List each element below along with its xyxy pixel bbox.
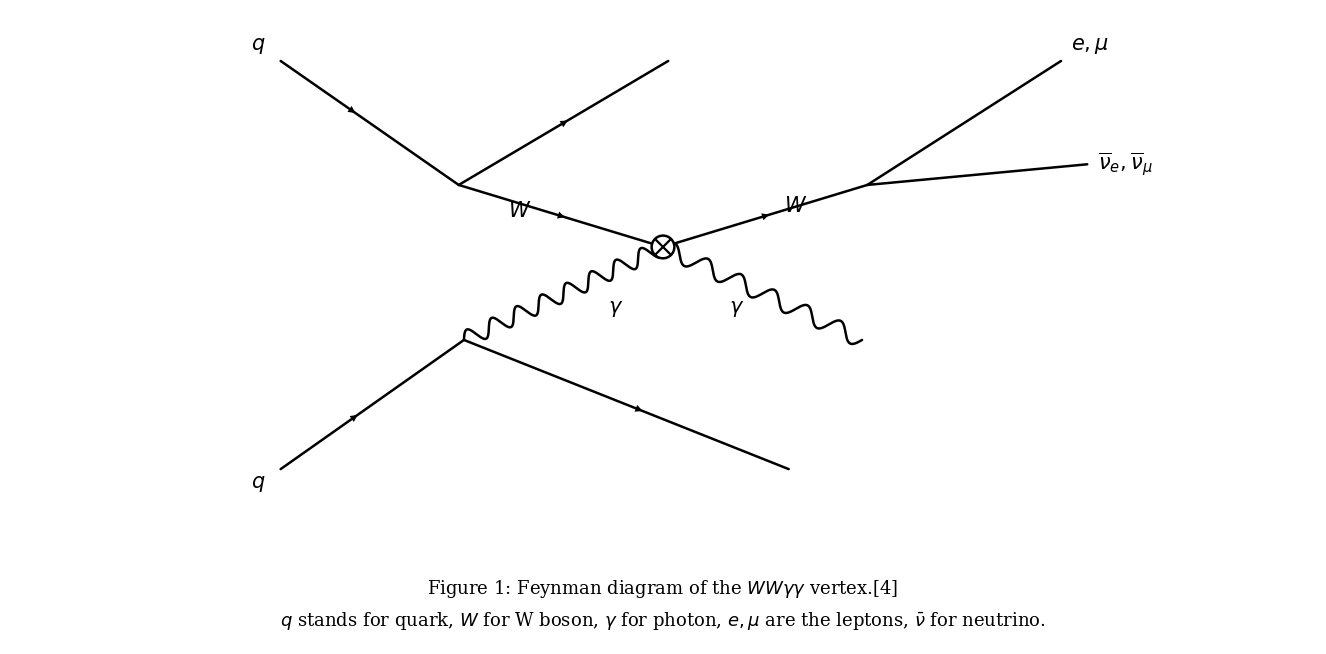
Text: $e, \mu$: $e, \mu$ xyxy=(1071,36,1110,56)
Text: $\gamma$: $\gamma$ xyxy=(607,299,623,319)
Text: $q$: $q$ xyxy=(251,474,265,494)
Circle shape xyxy=(651,235,675,258)
Text: $\gamma$: $\gamma$ xyxy=(729,299,744,319)
Text: $q$: $q$ xyxy=(251,36,265,56)
Text: $W$: $W$ xyxy=(508,201,532,221)
Text: $q$ stands for quark, $W$ for W boson, $\gamma$ for photon, $e, \mu$ are the lep: $q$ stands for quark, $W$ for W boson, $… xyxy=(280,610,1046,632)
Text: Figure 1: Feynman diagram of the $WW\gamma\gamma$ vertex.[4]: Figure 1: Feynman diagram of the $WW\gam… xyxy=(427,577,899,600)
Text: $\overline{\nu}_e, \overline{\nu}_\mu$: $\overline{\nu}_e, \overline{\nu}_\mu$ xyxy=(1098,150,1152,179)
Text: $W$: $W$ xyxy=(785,196,808,216)
